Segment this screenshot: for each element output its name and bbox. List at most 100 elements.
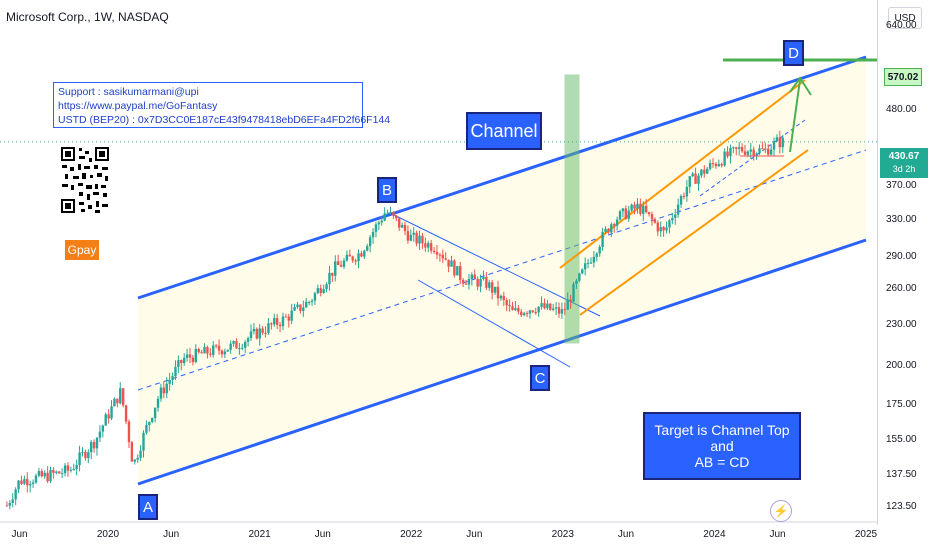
currency-button[interactable]: USD bbox=[888, 7, 922, 29]
candle-body bbox=[235, 341, 238, 349]
candle-body bbox=[357, 253, 360, 262]
candle-body bbox=[14, 489, 17, 500]
candle-body bbox=[522, 313, 526, 316]
candle-body bbox=[409, 234, 413, 241]
candle-body bbox=[209, 353, 212, 355]
candle-body bbox=[488, 282, 491, 288]
candle-body bbox=[397, 218, 401, 228]
candle-body bbox=[581, 269, 584, 274]
candle-body bbox=[238, 348, 241, 350]
lightning-icon[interactable]: ⚡ bbox=[770, 500, 792, 522]
candle-body bbox=[656, 222, 660, 232]
candle-body bbox=[182, 357, 186, 364]
candle-body bbox=[496, 286, 500, 299]
candle-body bbox=[78, 452, 81, 466]
price-tick-label: 640.00 bbox=[886, 20, 917, 32]
candle-body bbox=[479, 278, 482, 287]
candle-body bbox=[508, 305, 511, 307]
time-tick-label: Jun bbox=[466, 529, 483, 540]
candle-body bbox=[43, 472, 46, 477]
candle-body bbox=[293, 306, 296, 311]
candle-body bbox=[729, 147, 732, 157]
candle-body bbox=[540, 303, 543, 307]
candle-body bbox=[450, 260, 453, 267]
price-tick-label: 480.00 bbox=[886, 104, 917, 116]
candle-body bbox=[589, 262, 593, 264]
price-axis[interactable] bbox=[877, 0, 932, 525]
candle-body bbox=[348, 254, 352, 257]
candle-body bbox=[659, 227, 662, 232]
candle-body bbox=[665, 227, 668, 231]
candle-body bbox=[717, 164, 721, 167]
candle-body bbox=[229, 343, 232, 350]
candle-body bbox=[676, 204, 680, 215]
candle-body bbox=[735, 147, 738, 149]
price-tick-label: 200.00 bbox=[886, 359, 917, 371]
candle-body bbox=[273, 318, 276, 325]
candle-body bbox=[345, 254, 349, 261]
candle-body bbox=[630, 204, 633, 211]
price-tick-label: 230.00 bbox=[886, 319, 917, 331]
channel-fill bbox=[138, 57, 866, 484]
candle-body bbox=[575, 280, 578, 284]
candle-body bbox=[261, 328, 264, 333]
price-tick-label: 330.00 bbox=[886, 213, 917, 225]
candle-body bbox=[671, 217, 674, 221]
candle-body bbox=[188, 354, 192, 358]
candle-body bbox=[148, 421, 151, 426]
candle-body bbox=[264, 332, 267, 334]
candle-body bbox=[302, 307, 305, 311]
candle-body bbox=[113, 398, 116, 407]
candle-body bbox=[470, 274, 474, 279]
candle-body bbox=[98, 431, 102, 438]
candle-body bbox=[395, 215, 398, 219]
target-note-box: Target is Channel Top and AB = CD bbox=[643, 412, 801, 480]
target-line-2: and bbox=[710, 438, 734, 454]
candle-body bbox=[334, 261, 337, 276]
candle-body bbox=[618, 211, 622, 220]
candle-body bbox=[145, 425, 148, 433]
candle-body bbox=[557, 307, 561, 314]
candle-body bbox=[549, 303, 552, 310]
candle-body bbox=[778, 137, 782, 148]
candle-body bbox=[520, 311, 523, 316]
candle-body bbox=[499, 295, 503, 299]
candle-body bbox=[171, 376, 174, 380]
candle-body bbox=[537, 306, 540, 313]
time-tick-label: 2023 bbox=[551, 529, 574, 540]
candle-body bbox=[151, 418, 154, 422]
candle-body bbox=[726, 151, 729, 157]
candle-body bbox=[543, 303, 546, 309]
candle-body bbox=[418, 235, 421, 244]
green-zone bbox=[564, 74, 580, 344]
price-tick-label: 137.50 bbox=[886, 469, 917, 481]
candle-body bbox=[104, 414, 107, 426]
wave-label-d: D bbox=[783, 40, 804, 66]
candle-body bbox=[371, 231, 375, 238]
candle-body bbox=[342, 260, 346, 267]
candle-body bbox=[647, 212, 651, 215]
price-tick-label: 290.00 bbox=[886, 251, 917, 263]
candle-body bbox=[743, 151, 747, 155]
candle-body bbox=[87, 452, 90, 459]
candle-body bbox=[700, 169, 703, 176]
candle-body bbox=[662, 227, 665, 231]
channel-midline bbox=[137, 149, 867, 391]
time-tick-label: Jun bbox=[163, 529, 180, 540]
candle-body bbox=[351, 256, 354, 261]
candle-body bbox=[737, 147, 741, 149]
candle-body bbox=[278, 324, 282, 327]
candle-body bbox=[197, 348, 200, 353]
candle-body bbox=[583, 263, 587, 270]
candle-body bbox=[578, 273, 581, 281]
candle-body bbox=[653, 219, 657, 223]
candle-body bbox=[275, 318, 279, 325]
candle-body bbox=[639, 203, 642, 214]
last-price-tag: 430.67 3d 2h bbox=[880, 148, 928, 178]
time-tick-label: 2025 bbox=[854, 529, 878, 540]
candle-body bbox=[142, 432, 145, 451]
candle-body bbox=[37, 471, 41, 476]
candle-body bbox=[313, 293, 317, 301]
time-tick-label: Jun bbox=[314, 529, 331, 540]
